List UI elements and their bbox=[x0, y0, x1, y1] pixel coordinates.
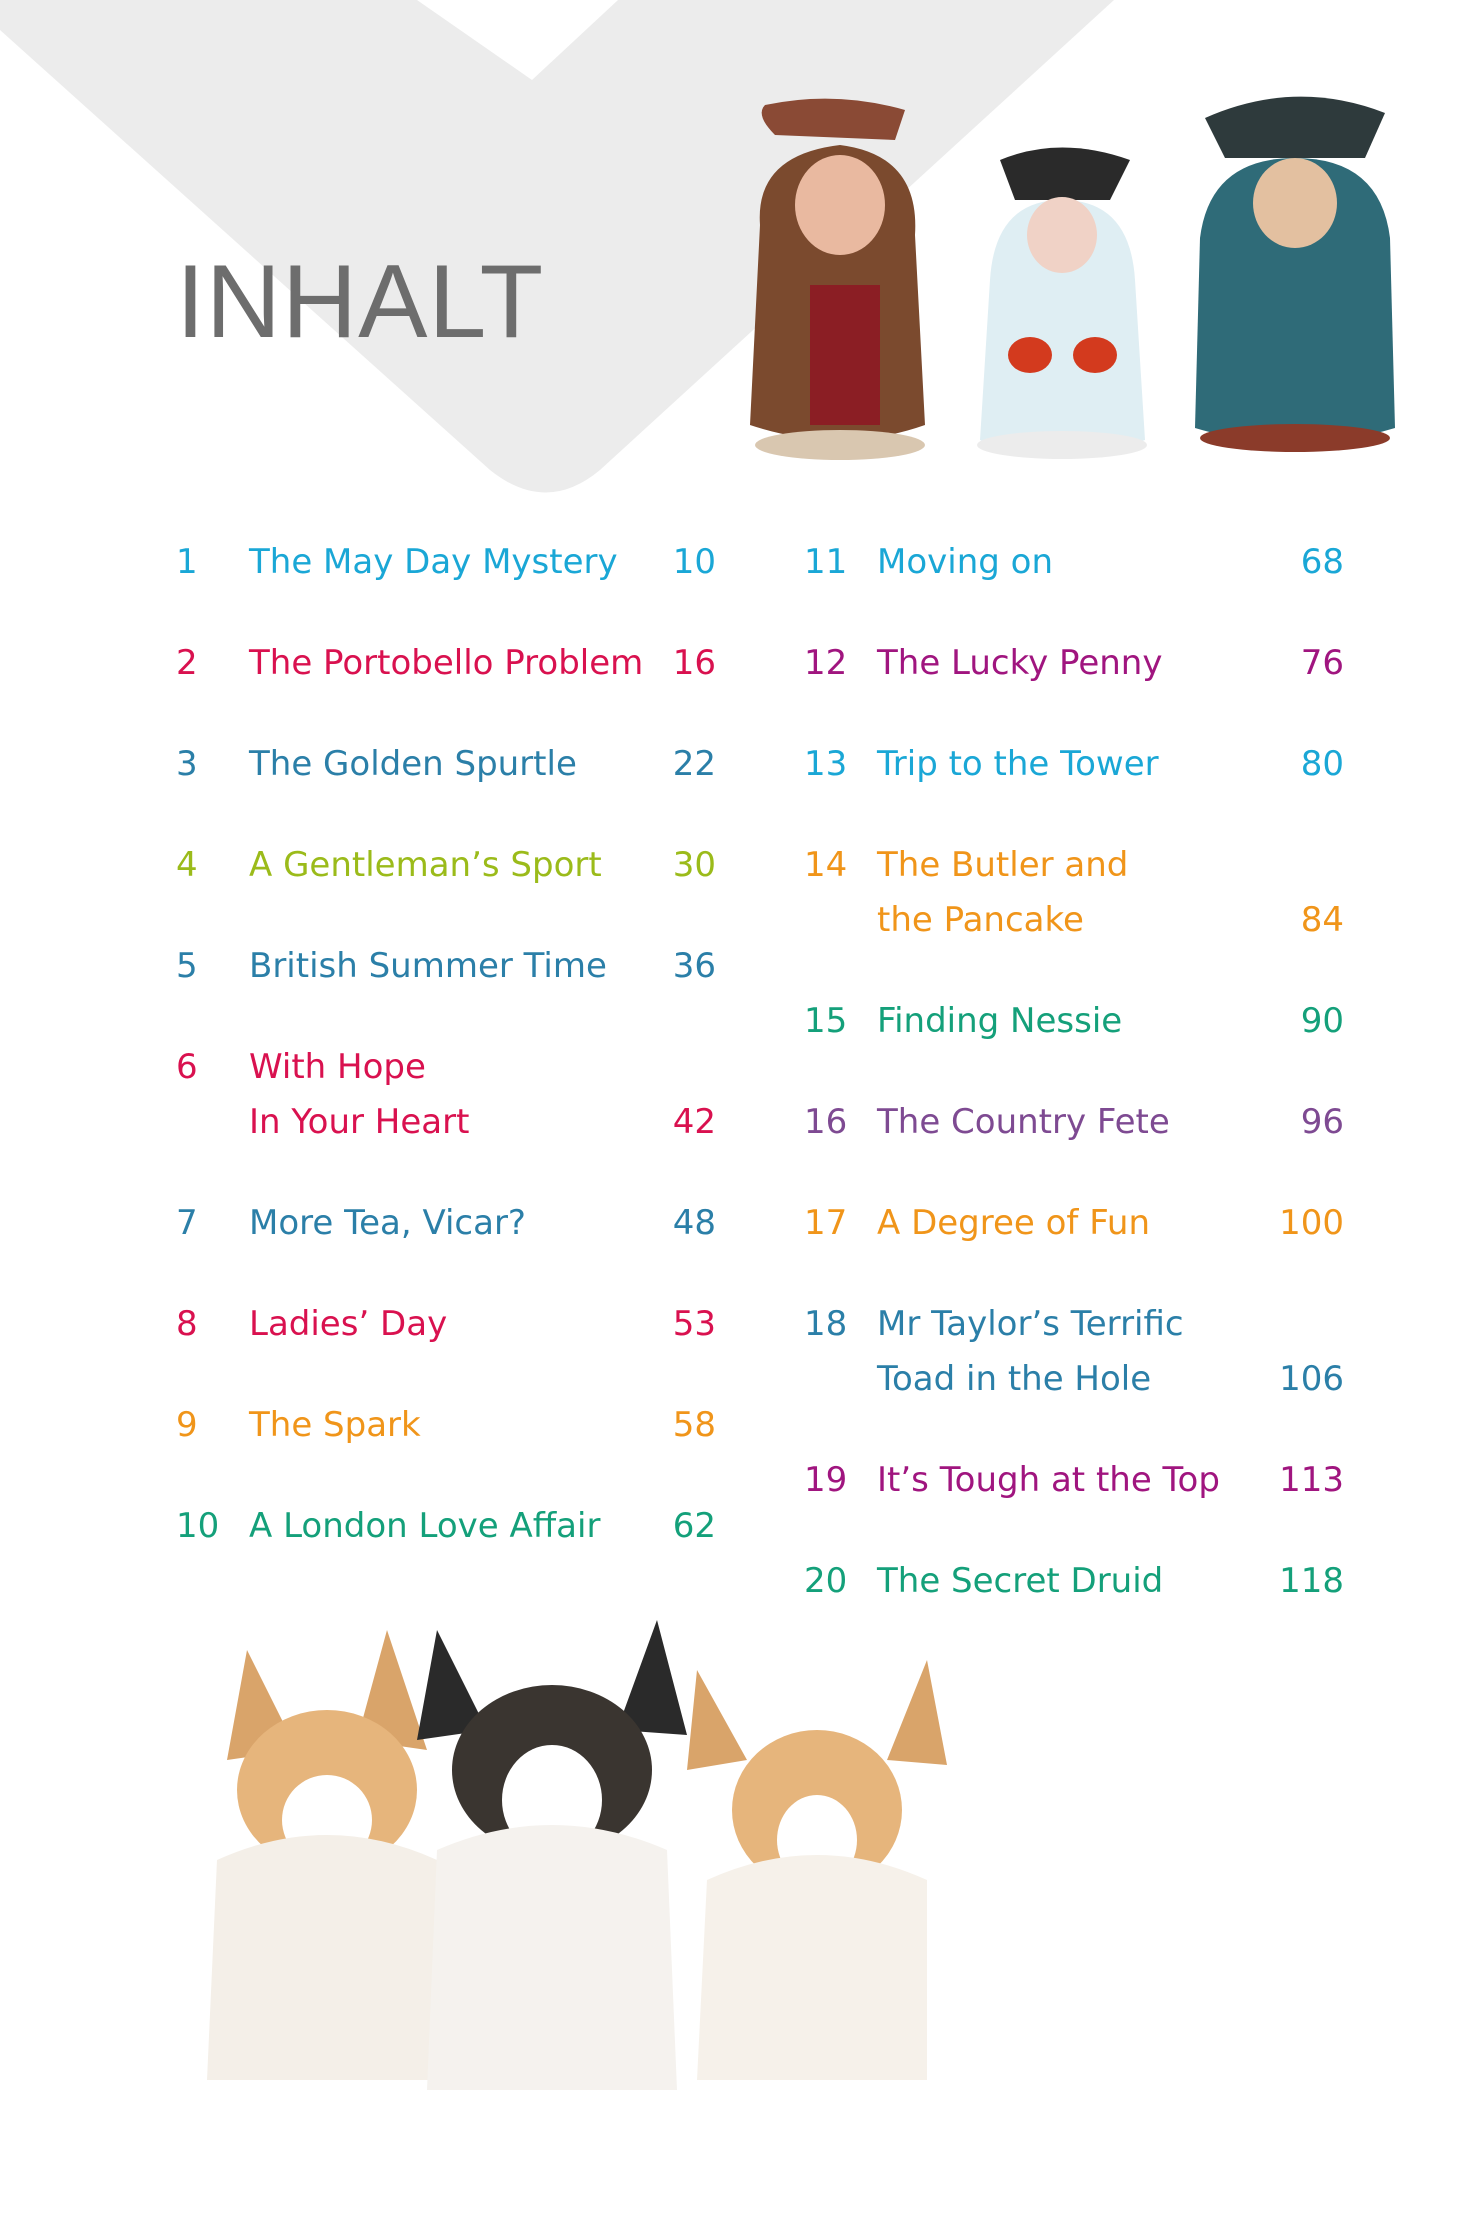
toc-column-right: 11 Moving on 68 12 The Lucky Penny 76 13 Trip t… bbox=[804, 535, 1344, 1655]
toc-entry[interactable]: 14 The Butler and the Pancake 84 bbox=[804, 838, 1344, 948]
page-number: 62 bbox=[672, 1506, 716, 1546]
page-number: 113 bbox=[1279, 1460, 1344, 1500]
page-number: 53 bbox=[672, 1304, 716, 1344]
chapter-title: Moving on bbox=[877, 542, 1053, 582]
chapter-title: It’s Tough at the Top bbox=[877, 1460, 1220, 1500]
chapter-number: 9 bbox=[176, 1405, 198, 1445]
toc-entry[interactable]: 17 A Degree of Fun 100 bbox=[804, 1196, 1344, 1251]
chapter-title: The Portobello Problem bbox=[249, 643, 644, 683]
corgi-left bbox=[207, 1630, 447, 2080]
page-number: 42 bbox=[672, 1102, 716, 1142]
chapter-number: 15 bbox=[804, 1001, 848, 1041]
toc-entry[interactable]: 20 The Secret Druid 118 bbox=[804, 1554, 1344, 1609]
chapter-number: 3 bbox=[176, 744, 198, 784]
chapter-title: Toad in the Hole bbox=[877, 1359, 1152, 1399]
chapter-number: 17 bbox=[804, 1203, 848, 1243]
toby-jug-monk-image bbox=[750, 98, 925, 460]
page-title: INHALT bbox=[176, 244, 545, 360]
corgi-right bbox=[687, 1660, 947, 2080]
chapter-number: 14 bbox=[804, 845, 848, 885]
page-number: 96 bbox=[1300, 1102, 1344, 1142]
toby-jug-seated-man-image bbox=[1195, 96, 1395, 452]
chapter-title: the Pancake bbox=[877, 900, 1084, 940]
chapter-title: The Secret Druid bbox=[877, 1561, 1164, 1601]
toc-entry[interactable]: 1 The May Day Mystery 10 bbox=[176, 535, 716, 590]
page-number: 10 bbox=[672, 542, 716, 582]
page-number: 30 bbox=[672, 845, 716, 885]
chapter-title: A London Love Affair bbox=[249, 1506, 601, 1546]
chapter-number: 5 bbox=[176, 946, 198, 986]
chapter-title: A Gentleman’s Sport bbox=[249, 845, 602, 885]
corgi-middle bbox=[417, 1620, 687, 2090]
chapter-title: The Lucky Penny bbox=[877, 643, 1163, 683]
toc-entry[interactable]: 8 Ladies’ Day 53 bbox=[176, 1297, 716, 1352]
toc-entry[interactable]: 5 British Summer Time 36 bbox=[176, 939, 716, 994]
chapter-title: The Country Fete bbox=[877, 1102, 1170, 1142]
chapter-number: 6 bbox=[176, 1047, 198, 1087]
chapter-title: The Golden Spurtle bbox=[249, 744, 577, 784]
toc-entry[interactable]: 6 With Hope In Your Heart 42 bbox=[176, 1040, 716, 1150]
page-number: 106 bbox=[1279, 1359, 1344, 1399]
chapter-title: More Tea, Vicar? bbox=[249, 1203, 526, 1243]
chapter-number: 13 bbox=[804, 744, 848, 784]
page-number: 76 bbox=[1300, 643, 1344, 683]
chapter-title: Mr Taylor’s Terrific bbox=[877, 1304, 1184, 1344]
page-number: 100 bbox=[1279, 1203, 1344, 1243]
toc-entry[interactable]: 13 Trip to the Tower 80 bbox=[804, 737, 1344, 792]
toc-entry[interactable]: 12 The Lucky Penny 76 bbox=[804, 636, 1344, 691]
page-number: 84 bbox=[1300, 900, 1344, 940]
chapter-title: The Spark bbox=[249, 1405, 421, 1445]
chapter-title: With Hope bbox=[249, 1047, 426, 1087]
page-number: 48 bbox=[672, 1203, 716, 1243]
chapter-title: The Butler and bbox=[877, 845, 1129, 885]
chapter-title: The May Day Mystery bbox=[249, 542, 618, 582]
page-number: 68 bbox=[1300, 542, 1344, 582]
chapter-number: 7 bbox=[176, 1203, 198, 1243]
chapter-number: 8 bbox=[176, 1304, 198, 1344]
chapter-number: 18 bbox=[804, 1304, 848, 1344]
toc-entry[interactable]: 11 Moving on 68 bbox=[804, 535, 1344, 590]
page-number: 36 bbox=[672, 946, 716, 986]
chapter-title: A Degree of Fun bbox=[877, 1203, 1150, 1243]
chapter-number: 12 bbox=[804, 643, 848, 683]
toby-jug-lady-image bbox=[977, 147, 1147, 459]
chapter-number: 11 bbox=[804, 542, 848, 582]
toc-entry[interactable]: 15 Finding Nessie 90 bbox=[804, 994, 1344, 1049]
chapter-number: 16 bbox=[804, 1102, 848, 1142]
toc-entry[interactable]: 2 The Portobello Problem 16 bbox=[176, 636, 716, 691]
three-corgis-image bbox=[207, 1620, 947, 2090]
chapter-title: British Summer Time bbox=[249, 946, 607, 986]
chapter-number: 2 bbox=[176, 643, 198, 683]
toc-column-left: 1 The May Day Mystery 10 2 The Portobello Pr… bbox=[176, 535, 716, 1600]
chapter-title: Finding Nessie bbox=[877, 1001, 1123, 1041]
toc-entry[interactable]: 9 The Spark 58 bbox=[176, 1398, 716, 1453]
chapter-number: 20 bbox=[804, 1561, 848, 1601]
page-number: 22 bbox=[672, 744, 716, 784]
toc-entry[interactable]: 3 The Golden Spurtle 22 bbox=[176, 737, 716, 792]
toc-entry[interactable]: 19 It’s Tough at the Top 113 bbox=[804, 1453, 1344, 1508]
page-number: 118 bbox=[1279, 1561, 1344, 1601]
toc-entry[interactable]: 4 A Gentleman’s Sport 30 bbox=[176, 838, 716, 893]
page-number: 80 bbox=[1300, 744, 1344, 784]
chapter-title: Trip to the Tower bbox=[877, 744, 1159, 784]
chapter-title: In Your Heart bbox=[249, 1102, 470, 1142]
chapter-title: Ladies’ Day bbox=[249, 1304, 448, 1344]
page-number: 16 bbox=[672, 643, 716, 683]
page-number: 58 bbox=[672, 1405, 716, 1445]
toc-entry[interactable]: 18 Mr Taylor’s Terrific Toad in the Hole 10… bbox=[804, 1297, 1344, 1407]
page-number: 90 bbox=[1300, 1001, 1344, 1041]
chapter-number: 4 bbox=[176, 845, 198, 885]
toc-entry[interactable]: 7 More Tea, Vicar? 48 bbox=[176, 1196, 716, 1251]
chapter-number: 1 bbox=[176, 542, 198, 582]
chapter-number: 10 bbox=[176, 1506, 220, 1546]
toc-entry[interactable]: 10 A London Love Affair 62 bbox=[176, 1499, 716, 1554]
chapter-number: 19 bbox=[804, 1460, 848, 1500]
toc-entry[interactable]: 16 The Country Fete 96 bbox=[804, 1095, 1344, 1150]
